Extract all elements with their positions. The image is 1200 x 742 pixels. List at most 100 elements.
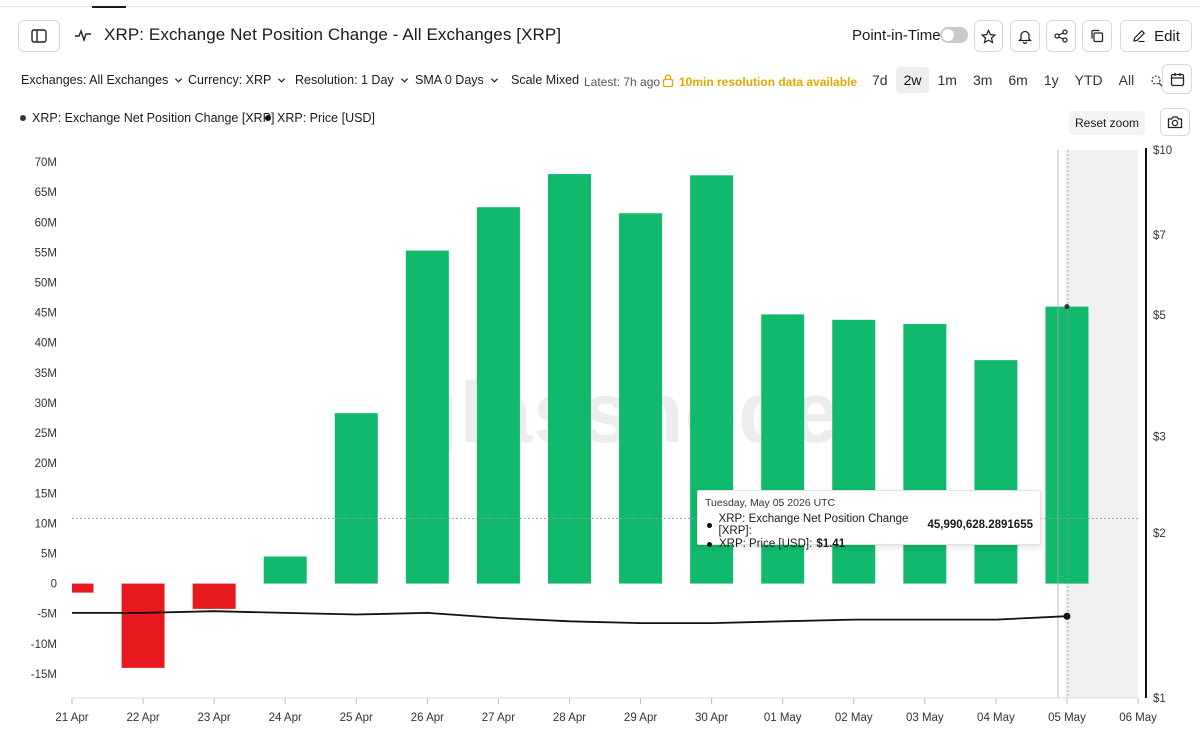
x-tick-label: 03 May — [906, 712, 944, 724]
alert-button[interactable] — [1010, 20, 1040, 52]
legend-item-net-position[interactable]: XRP: Exchange Net Position Change [XRP] — [20, 111, 275, 125]
x-tick-label: 04 May — [977, 712, 1015, 724]
tooltip-value: $1.41 — [816, 538, 846, 550]
range-2w[interactable]: 2w — [895, 67, 930, 93]
bar-hover-marker — [1064, 304, 1070, 310]
bar[interactable] — [547, 174, 591, 584]
screenshot-button[interactable] — [1160, 108, 1190, 136]
y-right-tick-label: $2 — [1153, 528, 1166, 540]
exchanges-dropdown[interactable]: Exchanges: All Exchanges — [21, 73, 183, 87]
chevron-down-icon — [278, 77, 286, 83]
x-tick-label: 30 Apr — [695, 712, 728, 724]
range-7d[interactable]: 7d — [872, 72, 888, 88]
tooltip-row-price: XRP: Price [USD]: $1.41 — [705, 538, 1033, 550]
y-left-tick-label: 15M — [35, 488, 57, 500]
reset-zoom-button[interactable]: Reset zoom — [1069, 111, 1145, 135]
range-3m[interactable]: 3m — [972, 72, 993, 88]
active-tab-indicator — [92, 6, 126, 8]
y-left-tick-label: 70M — [35, 157, 57, 169]
tooltip-label: XRP: Exchange Net Position Change [XRP]: — [718, 513, 909, 537]
currency-dropdown[interactable]: Currency: XRP — [188, 73, 286, 87]
x-tick-label: 21 Apr — [55, 712, 88, 724]
bar[interactable] — [405, 250, 449, 584]
tooltip-bullet — [707, 541, 712, 547]
bar[interactable] — [72, 583, 94, 593]
y-left-tick-label: 0 — [51, 579, 57, 591]
currency-label: Currency: XRP — [188, 73, 272, 87]
sma-dropdown[interactable]: SMA 0 Days — [415, 73, 499, 87]
x-tick-label: 22 Apr — [126, 712, 159, 724]
resolution-label: Resolution: 1 Day — [295, 73, 394, 87]
range-all[interactable]: All — [1118, 72, 1135, 88]
share-icon — [1054, 29, 1068, 43]
range-ytd[interactable]: YTD — [1074, 72, 1103, 88]
lock-icon — [662, 74, 674, 88]
range-1y[interactable]: 1y — [1043, 72, 1059, 88]
price-hover-marker — [1063, 612, 1071, 620]
bar[interactable] — [974, 360, 1018, 584]
range-1m[interactable]: 1m — [937, 72, 957, 88]
edit-button[interactable]: Edit — [1120, 20, 1192, 52]
y-left-tick-label: 55M — [35, 247, 57, 259]
chart-tooltip: Tuesday, May 05 2026 UTC XRP: Exchange N… — [697, 490, 1041, 550]
legend-item-price[interactable]: XRP: Price [USD] — [265, 111, 375, 125]
bar[interactable] — [476, 207, 520, 584]
bar[interactable] — [263, 556, 307, 584]
y-left-tick-label: 35M — [35, 368, 57, 380]
x-tick-label: 06 May — [1119, 712, 1157, 724]
pencil-icon — [1133, 29, 1146, 43]
x-tick-label: 25 Apr — [340, 712, 373, 724]
time-range-selector: 7d 2w 1m 3m 6m 1y YTD All — [864, 67, 1164, 93]
y-left-tick-label: 45M — [35, 308, 57, 320]
scale-selector[interactable]: Scale Mixed — [511, 73, 579, 87]
chart-area[interactable]: 70M 65M 60M 55M 50M 45M 40M 35M 30M 25M 20M 15M 10M 5… — [0, 140, 1200, 740]
price-line — [72, 610, 1068, 624]
tooltip-label: XRP: Price [USD]: — [719, 538, 813, 550]
y-axis-right: $10 $7 $5 $3 $2 $1 — [1153, 145, 1172, 705]
bar[interactable] — [121, 583, 165, 668]
y-right-tick-label: $10 — [1153, 145, 1172, 157]
bar[interactable] — [334, 413, 378, 584]
legend-bullet — [265, 115, 271, 121]
bar[interactable] — [192, 583, 236, 609]
y-left-tick-label: -5M — [37, 609, 57, 621]
y-left-tick-label: 40M — [35, 338, 57, 350]
share-button[interactable] — [1046, 20, 1076, 52]
range-6m[interactable]: 6m — [1008, 72, 1028, 88]
duplicate-button[interactable] — [1082, 20, 1112, 52]
favorite-button[interactable] — [974, 20, 1003, 52]
y-right-tick-label: $3 — [1153, 432, 1166, 444]
x-tick-label: 02 May — [835, 712, 873, 724]
resolution-dropdown[interactable]: Resolution: 1 Day — [295, 73, 409, 87]
legend-label-price: XRP: Price [USD] — [277, 111, 375, 125]
sidebar-icon — [31, 29, 47, 43]
y-axis-left: 70M 65M 60M 55M 50M 45M 40M 35M 30M 25M 20M 15M 10M 5… — [31, 157, 57, 681]
scale-label: Scale Mixed — [511, 73, 580, 87]
camera-icon — [1167, 116, 1183, 129]
edit-label: Edit — [1154, 27, 1180, 45]
y-left-tick-label: 50M — [35, 277, 57, 289]
legend-bullet — [20, 115, 26, 121]
x-tick-label: 05 May — [1048, 712, 1086, 724]
copy-icon — [1091, 29, 1104, 43]
tooltip-date: Tuesday, May 05 2026 UTC — [705, 497, 836, 509]
y-left-tick-label: 65M — [35, 187, 57, 199]
bell-icon — [1018, 30, 1032, 44]
x-tick-label: 29 Apr — [624, 712, 657, 724]
ten-min-resolution-notice[interactable]: 10min resolution data available — [679, 75, 858, 89]
point-in-time-label: Point-in-Time — [852, 27, 941, 44]
chevron-down-icon — [400, 77, 408, 83]
y-right-tick-label: $1 — [1153, 693, 1166, 705]
toggle-knob — [942, 29, 954, 41]
tooltip-value: 45,990,628.2891655 — [927, 519, 1033, 531]
sidebar-toggle-button[interactable] — [18, 20, 60, 52]
y-left-tick-label: 5M — [41, 548, 57, 560]
bar-series — [72, 174, 1089, 668]
y-right-tick-label: $5 — [1153, 310, 1166, 322]
bar[interactable] — [619, 213, 663, 584]
bar[interactable] — [1045, 306, 1089, 584]
date-picker-button[interactable] — [1162, 64, 1192, 94]
x-tick-label: 27 Apr — [482, 712, 515, 724]
x-axis: 21 Apr 22 Apr 23 Apr 24 Apr 25 Apr 26 Apr 27 A… — [55, 698, 1157, 724]
point-in-time-toggle[interactable] — [940, 27, 968, 43]
